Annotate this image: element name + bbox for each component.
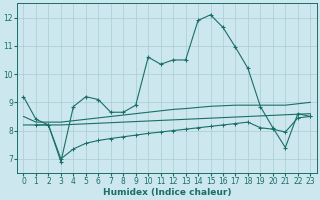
X-axis label: Humidex (Indice chaleur): Humidex (Indice chaleur): [103, 188, 231, 197]
